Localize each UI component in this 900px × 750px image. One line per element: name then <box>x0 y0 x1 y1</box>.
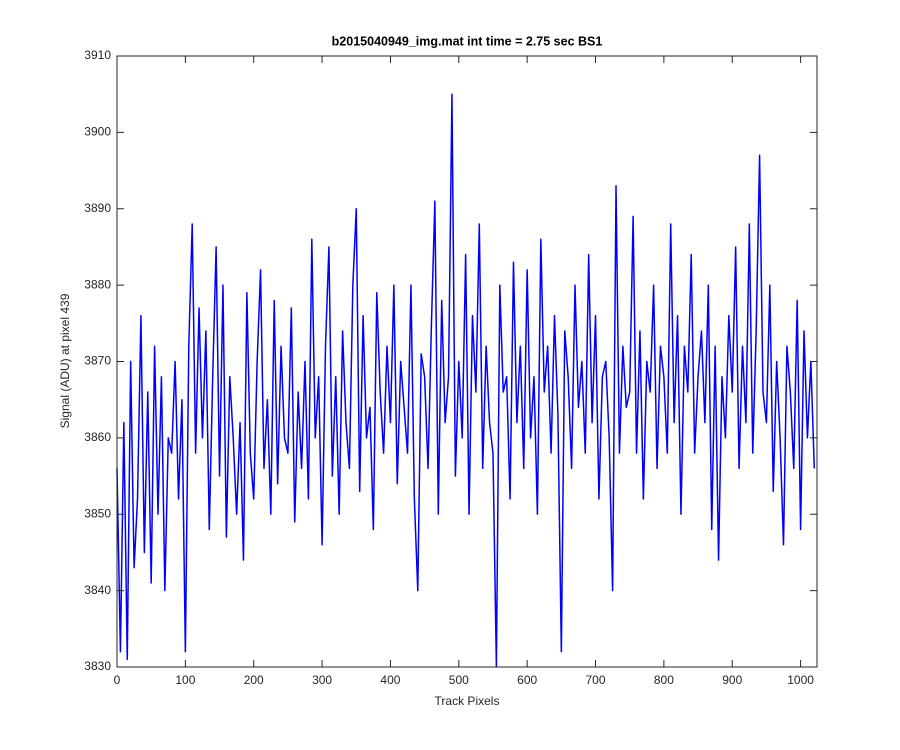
x-tick-label: 1000 <box>787 673 814 687</box>
x-tick-label: 400 <box>380 673 400 687</box>
y-tick-label: 3850 <box>84 506 111 520</box>
x-tick-label: 100 <box>175 673 195 687</box>
x-tick-label: 600 <box>517 673 537 687</box>
x-tick-label: 200 <box>244 673 264 687</box>
y-tick-label: 3880 <box>84 277 111 291</box>
x-tick-label: 800 <box>654 673 674 687</box>
y-tick-label: 3870 <box>84 354 111 368</box>
data-line <box>116 93 816 668</box>
y-tick-label: 3840 <box>84 583 111 597</box>
x-tick-label: 900 <box>722 673 742 687</box>
y-tick-label: 3890 <box>84 201 111 215</box>
x-tick-label: 700 <box>586 673 606 687</box>
chart-title: b2015040949_img.mat int time = 2.75 sec … <box>332 34 603 48</box>
y-tick-label: 3910 <box>84 48 111 62</box>
x-tick-label: 500 <box>449 673 469 687</box>
y-tick-label: 3860 <box>84 430 111 444</box>
x-tick-label: 300 <box>312 673 332 687</box>
y-tick-label: 3830 <box>84 659 111 673</box>
x-tick-label: 0 <box>114 673 121 687</box>
x-axis-label: Track Pixels <box>435 694 500 708</box>
y-axis-label: Signal (ADU) at pixel 439 <box>58 293 72 428</box>
y-tick-label: 3900 <box>84 125 111 139</box>
